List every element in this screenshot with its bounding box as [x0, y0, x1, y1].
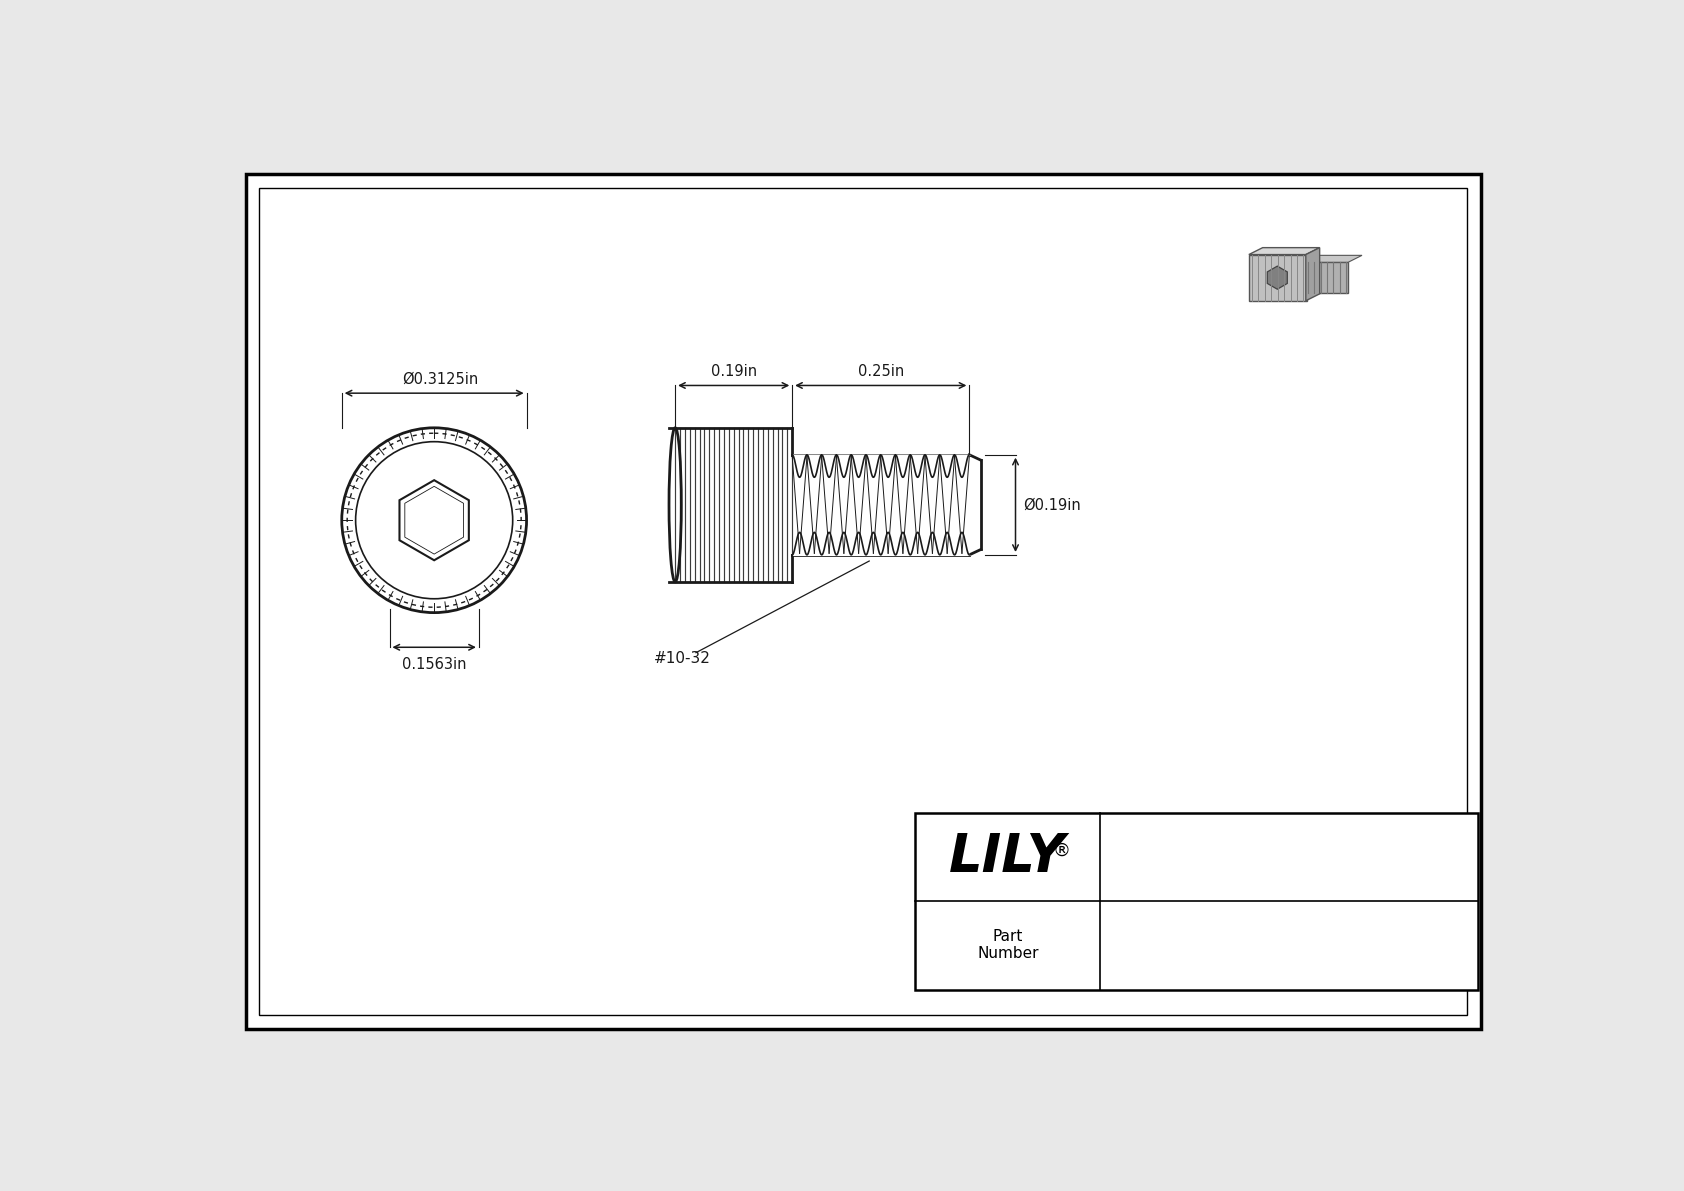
Ellipse shape	[669, 428, 682, 582]
Circle shape	[342, 428, 527, 612]
Text: 0.19in: 0.19in	[711, 364, 756, 379]
Polygon shape	[1305, 248, 1320, 301]
Bar	[1250, 255, 1307, 301]
Text: 0.1563in: 0.1563in	[402, 656, 466, 672]
Text: ®: ®	[1052, 841, 1071, 860]
Polygon shape	[1268, 266, 1287, 289]
Bar	[669, 428, 791, 582]
Text: LILY: LILY	[950, 830, 1066, 883]
Bar	[916, 812, 1477, 990]
Polygon shape	[399, 480, 468, 560]
Polygon shape	[1250, 248, 1320, 255]
Bar	[1305, 262, 1349, 293]
Text: 0.25in: 0.25in	[857, 364, 904, 379]
Text: Ø0.3125in: Ø0.3125in	[402, 372, 478, 387]
Text: Part
Number: Part Number	[977, 929, 1039, 961]
Polygon shape	[1305, 255, 1362, 262]
Circle shape	[355, 442, 512, 599]
Text: Ø0.19in: Ø0.19in	[1024, 498, 1081, 512]
Text: #10-32: #10-32	[653, 651, 711, 666]
